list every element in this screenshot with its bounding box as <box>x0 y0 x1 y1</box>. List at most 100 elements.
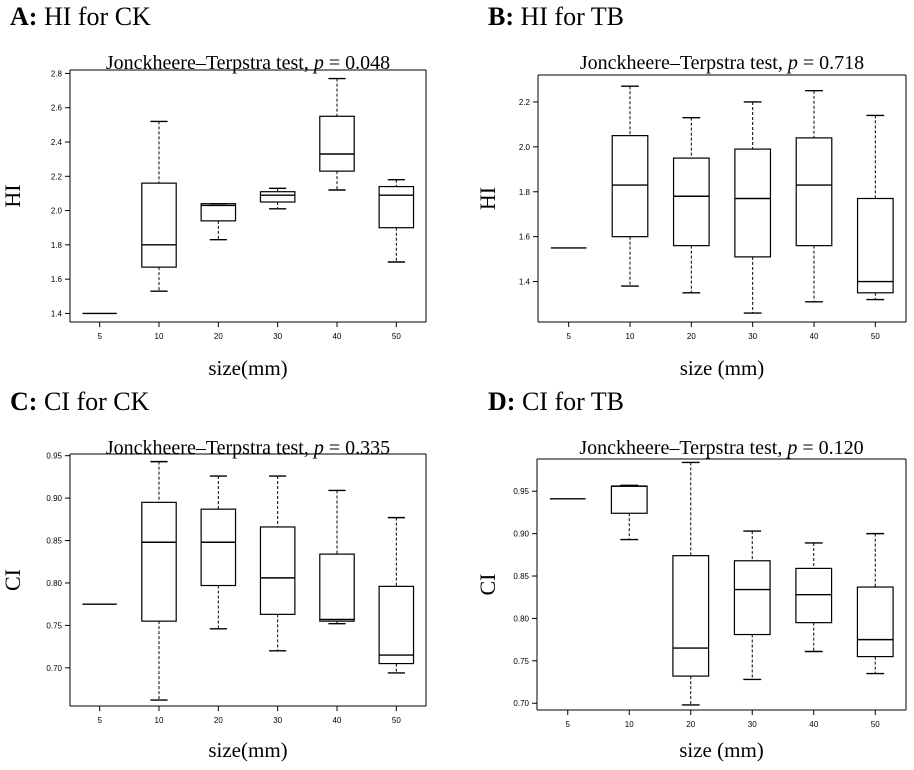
x-tick-label: 40 <box>333 332 342 341</box>
x-tick-label: 30 <box>748 332 757 341</box>
y-tick-label: 2.6 <box>51 104 63 113</box>
boxplot-chart: Jonckheere–Terpstra test, p = 0.718 1.4 1.… <box>475 52 907 380</box>
y-tick-label: 0.80 <box>513 614 529 623</box>
test-subtitle: Jonckheere–Terpstra test, p = 0.335 <box>106 437 390 459</box>
panel-b: B: HI for TB Jonckheere–Terpstra test, p… <box>457 0 914 382</box>
iqr-box <box>610 485 648 514</box>
panel-title-text: HI for CK <box>43 2 151 31</box>
subtitle-test-name: Jonckheere–Terpstra test, <box>106 52 314 74</box>
panel-label: A: <box>10 2 38 31</box>
y-tick-label: 2.2 <box>51 172 63 181</box>
y-tick-label: 0.90 <box>513 530 529 539</box>
panel-d: D: CI for TB Jonckheere–Terpstra test, p… <box>457 383 914 765</box>
x-tick-label: 5 <box>97 716 102 725</box>
panel-title-text: HI for TB <box>520 2 625 31</box>
iqr-box <box>611 135 649 238</box>
x-tick-label: 50 <box>392 716 401 725</box>
y-tick-label: 2.8 <box>51 69 63 78</box>
y-tick-label: 2.0 <box>51 207 63 216</box>
y-tick-label: 2.0 <box>519 143 531 152</box>
y-tick-label: 0.85 <box>513 572 529 581</box>
x-tick-label: 10 <box>155 716 164 725</box>
subtitle-p-value: = 0.048 <box>324 52 390 74</box>
iqr-box <box>734 148 772 258</box>
panel-c: C: CI for CK Jonckheere–Terpstra test, p… <box>0 383 457 765</box>
x-axis-label: size (mm) <box>680 356 765 380</box>
iqr-box <box>733 560 771 636</box>
boxplot-chart: Jonckheere–Terpstra test, p = 0.048 1.4 1.… <box>0 52 427 380</box>
boxplot-chart: Jonckheere–Terpstra test, p = 0.335 0.70 0… <box>0 437 427 762</box>
y-tick-label: 0.75 <box>46 621 62 630</box>
boxplot-chart: Jonckheere–Terpstra test, p = 0.120 0.70 0… <box>475 437 907 762</box>
y-tick-label: 1.4 <box>51 309 63 318</box>
subtitle-p-symbol: p <box>312 437 324 459</box>
subtitle-p-value: = 0.718 <box>798 52 864 74</box>
y-axis-label: CI <box>0 569 25 591</box>
y-tick-label: 2.2 <box>519 98 531 107</box>
iqr-box <box>259 191 296 203</box>
test-subtitle: Jonckheere–Terpstra test, p = 0.120 <box>579 437 863 459</box>
y-axis-label: HI <box>0 184 25 207</box>
iqr-box <box>856 586 894 658</box>
iqr-box <box>200 203 237 222</box>
subtitle-p-value: = 0.120 <box>797 437 863 459</box>
x-tick-label: 30 <box>748 720 757 729</box>
iqr-box <box>672 555 710 677</box>
y-tick-label: 1.6 <box>519 233 531 242</box>
panel-label: B: <box>488 2 514 31</box>
y-tick-label: 0.70 <box>46 664 62 673</box>
x-axis-label: size (mm) <box>679 738 764 762</box>
x-tick-label: 40 <box>333 716 342 725</box>
iqr-box <box>141 501 177 622</box>
panel-title: B: HI for TB <box>488 2 624 32</box>
iqr-box <box>795 567 833 624</box>
panel-title-text: CI for TB <box>521 387 625 416</box>
y-tick-label: 0.70 <box>513 699 529 708</box>
y-tick-label: 0.80 <box>46 579 62 588</box>
iqr-box <box>319 115 355 172</box>
x-tick-label: 5 <box>566 720 571 729</box>
panel-title: D: CI for TB <box>488 387 624 417</box>
subtitle-p-symbol: p <box>312 52 324 74</box>
iqr-box <box>795 137 833 247</box>
test-subtitle: Jonckheere–Terpstra test, p = 0.048 <box>106 52 390 74</box>
x-tick-label: 20 <box>687 332 696 341</box>
y-tick-label: 0.95 <box>513 487 529 496</box>
panel-title: A: HI for CK <box>10 2 151 32</box>
x-tick-label: 10 <box>155 332 164 341</box>
panel-title: C: CI for CK <box>10 387 149 417</box>
x-tick-label: 20 <box>686 720 695 729</box>
y-tick-label: 1.8 <box>51 241 63 250</box>
panel-a: A: HI for CK Jonckheere–Terpstra test, p… <box>0 0 457 382</box>
y-axis-label: HI <box>475 187 500 210</box>
subtitle-p-value: = 0.335 <box>324 437 390 459</box>
x-tick-label: 10 <box>626 332 635 341</box>
test-subtitle: Jonckheere–Terpstra test, p = 0.718 <box>580 52 864 74</box>
x-tick-label: 50 <box>871 332 880 341</box>
subtitle-test-name: Jonckheere–Terpstra test, <box>580 52 788 74</box>
y-tick-label: 1.8 <box>519 188 531 197</box>
iqr-box <box>141 182 177 268</box>
x-tick-label: 5 <box>97 332 102 341</box>
y-tick-label: 0.90 <box>46 494 62 503</box>
iqr-box <box>856 197 894 294</box>
iqr-box <box>200 508 237 587</box>
y-tick-label: 0.95 <box>46 452 62 461</box>
y-tick-label: 0.85 <box>46 537 62 546</box>
x-tick-label: 20 <box>214 716 223 725</box>
panel-label: C: <box>10 387 38 416</box>
y-axis-label: CI <box>475 574 500 596</box>
subtitle-p-symbol: p <box>785 437 797 459</box>
x-tick-label: 30 <box>273 332 282 341</box>
x-axis-label: size(mm) <box>208 738 287 762</box>
x-tick-label: 5 <box>566 332 571 341</box>
x-tick-label: 20 <box>214 332 223 341</box>
x-tick-label: 40 <box>810 332 819 341</box>
x-tick-label: 40 <box>809 720 818 729</box>
y-tick-label: 0.75 <box>513 657 529 666</box>
iqr-box <box>259 526 296 615</box>
panel-label: D: <box>488 387 516 416</box>
iqr-box <box>672 157 710 247</box>
y-tick-label: 1.4 <box>519 278 531 287</box>
iqr-box <box>319 553 355 622</box>
